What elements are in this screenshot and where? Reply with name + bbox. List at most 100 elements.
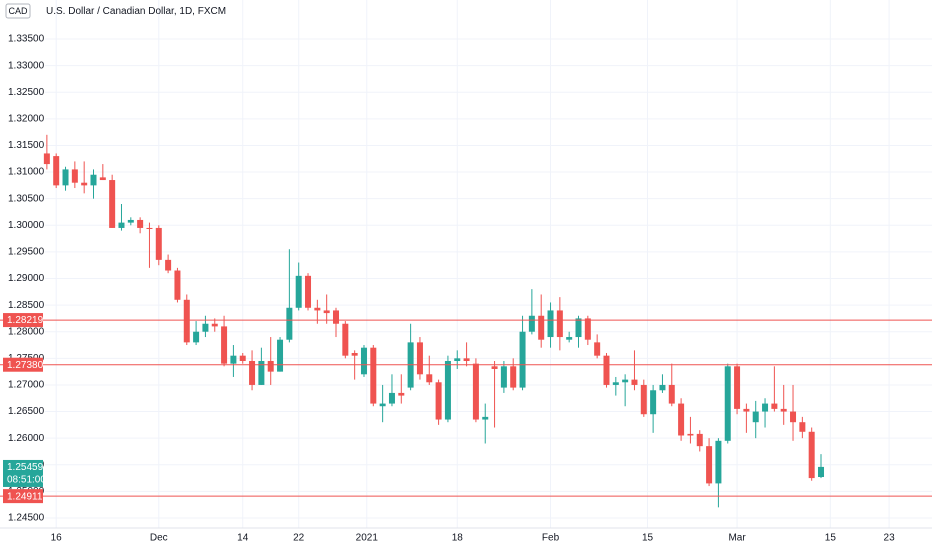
current-price: 1.25459	[7, 462, 44, 473]
candle-body	[799, 422, 806, 432]
x-tick-label: 22	[293, 533, 305, 544]
candle-body	[444, 360, 451, 420]
candle-body	[267, 360, 274, 372]
y-tick-label: 1.30500	[8, 193, 45, 204]
y-tick-label: 1.31500	[8, 140, 45, 151]
candle-body	[650, 390, 657, 415]
y-tick-label: 1.27000	[8, 380, 45, 391]
y-tick-label: 1.26500	[8, 406, 45, 417]
y-tick-label: 1.28000	[8, 326, 45, 337]
candle-body	[659, 384, 666, 391]
candle-body	[211, 323, 218, 327]
candle-body	[631, 379, 638, 385]
y-tick-label: 1.24500	[8, 513, 45, 524]
x-tick-label: Dec	[150, 533, 168, 544]
candle-body	[360, 347, 367, 375]
candle-body	[127, 219, 134, 223]
candle-body	[249, 360, 256, 385]
candle-body	[99, 177, 106, 181]
candle-body	[528, 315, 535, 332]
candle-body	[81, 182, 88, 186]
candle-body	[370, 347, 377, 404]
price-label-box	[3, 489, 43, 504]
candle-body	[416, 342, 423, 375]
currency-badge-box[interactable]	[5, 3, 31, 19]
y-tick-label: 1.33000	[8, 60, 45, 71]
y-tick-label: 1.29000	[8, 273, 45, 284]
candle-body	[668, 384, 675, 404]
candle-body	[193, 331, 200, 343]
candle-body	[818, 466, 825, 478]
candle-body	[491, 366, 498, 369]
y-tick-label: 1.29500	[8, 247, 45, 258]
candle-body	[71, 169, 78, 183]
candle-body	[137, 219, 144, 228]
candle-body	[472, 363, 479, 420]
candle-body	[762, 403, 769, 412]
candle-body	[678, 403, 685, 436]
x-tick-label: 14	[237, 533, 249, 544]
candle-body	[482, 416, 489, 420]
y-tick-label: 1.31000	[8, 167, 45, 178]
candle-body	[790, 411, 797, 423]
y-tick-label: 1.32000	[8, 113, 45, 124]
x-tick-label: 18	[452, 533, 464, 544]
candle-body	[183, 299, 190, 343]
candle-body	[463, 358, 470, 361]
candle-body	[342, 323, 349, 356]
candle-body	[174, 270, 181, 300]
candle-body	[603, 355, 610, 385]
countdown: 08:51:00	[7, 475, 46, 486]
candle-body	[696, 433, 703, 447]
candle-body	[454, 358, 461, 361]
candle-body	[118, 222, 125, 228]
candle-body	[62, 169, 69, 186]
candle-body	[566, 337, 573, 340]
candle-body	[622, 379, 629, 383]
candle-body	[687, 433, 694, 436]
candle-body	[510, 366, 517, 388]
current-price-box	[3, 459, 43, 487]
candle-body	[277, 339, 284, 372]
candle-body	[314, 307, 321, 311]
candle-body	[388, 392, 395, 404]
candle-body	[724, 366, 731, 441]
candle-body	[780, 408, 787, 412]
candle-body	[305, 275, 312, 308]
candle-body	[323, 310, 330, 314]
candle-body	[519, 331, 526, 388]
x-tick-label: 2021	[356, 533, 379, 544]
candle-body	[295, 275, 302, 308]
candle-body	[640, 384, 647, 415]
x-tick-label: 15	[825, 533, 837, 544]
candle-body	[53, 156, 60, 186]
candle-body	[556, 310, 563, 338]
candle-body	[808, 431, 815, 479]
candle-body	[258, 360, 265, 385]
y-tick-label: 1.28500	[8, 300, 45, 311]
price-label-box	[3, 357, 43, 372]
candle-body	[43, 153, 50, 165]
x-tick-label: 23	[884, 533, 896, 544]
candle-body	[230, 355, 237, 364]
candle-body	[594, 342, 601, 356]
chart-title: U.S. Dollar / Canadian Dollar, 1D, FXCM	[46, 6, 226, 17]
candle-body	[109, 180, 116, 228]
x-tick-label: 16	[51, 533, 63, 544]
candle-body	[90, 174, 97, 186]
y-tick-label: 1.30000	[8, 220, 45, 231]
x-tick-label: Feb	[542, 533, 560, 544]
candle-body	[752, 411, 759, 423]
candle-body	[333, 310, 340, 324]
y-tick-label: 1.32500	[8, 87, 45, 98]
candle-body	[221, 326, 228, 364]
candle-body	[155, 227, 162, 260]
candle-body	[165, 259, 172, 271]
candle-body	[435, 382, 442, 420]
price-label: 1.24911	[7, 491, 43, 502]
x-tick-label: Mar	[728, 533, 746, 544]
currency-badge[interactable]: CAD	[8, 6, 28, 16]
